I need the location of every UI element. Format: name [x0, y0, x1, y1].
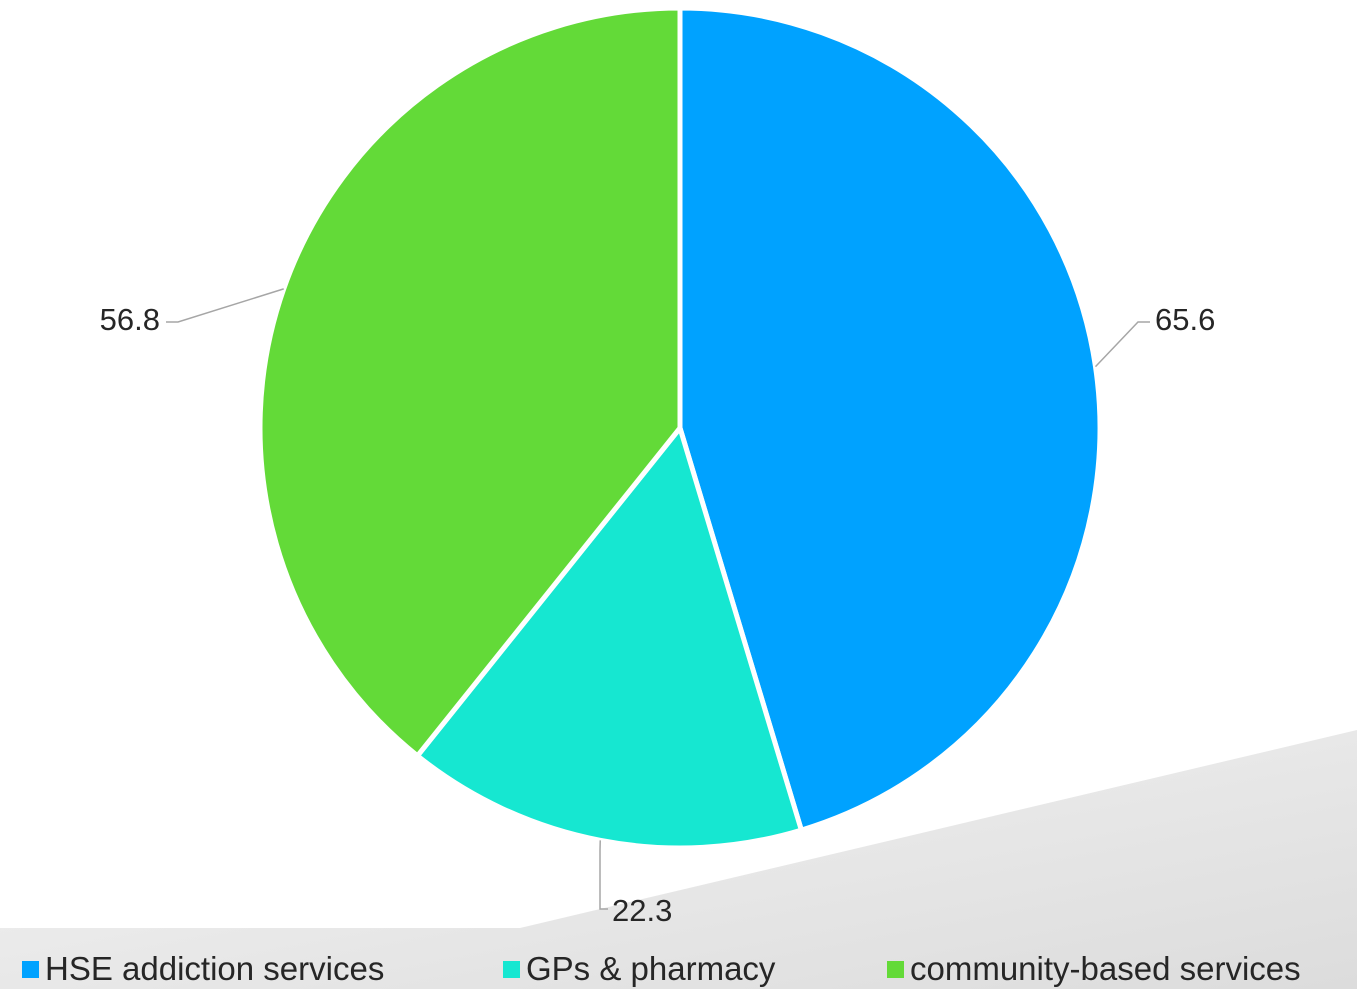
pie-slice-hse-addiction-services: [677, 5, 1103, 833]
legend-swatch-gps: [503, 960, 520, 978]
leader-line-community-based-services: [166, 288, 284, 323]
leader-line-hse-addiction-services: [1094, 321, 1150, 368]
pie-slice-community-based-services: [257, 5, 683, 759]
data-label-gps-pharmacy: 22.3: [612, 893, 672, 928]
legend-label: community-based services: [910, 950, 1301, 987]
legend-item-gps-pharmacy: GPs & pharmacy: [503, 950, 775, 988]
data-label-hse-addiction-services: 65.6: [1155, 302, 1215, 337]
legend-label: GPs & pharmacy: [526, 950, 776, 987]
chart-legend: HSE addiction services GPs & pharmacy co…: [0, 948, 1357, 989]
legend-label: HSE addiction services: [45, 950, 385, 987]
legend-item-community-based-services: community-based services: [887, 950, 1301, 988]
legend-swatch-community: [887, 960, 904, 978]
legend-item-hse-addiction-services: HSE addiction services: [22, 950, 384, 988]
leader-line-gps-pharmacy: [599, 840, 608, 910]
data-label-community-based-services: 56.8: [100, 302, 160, 337]
legend-swatch-hse: [22, 960, 39, 978]
